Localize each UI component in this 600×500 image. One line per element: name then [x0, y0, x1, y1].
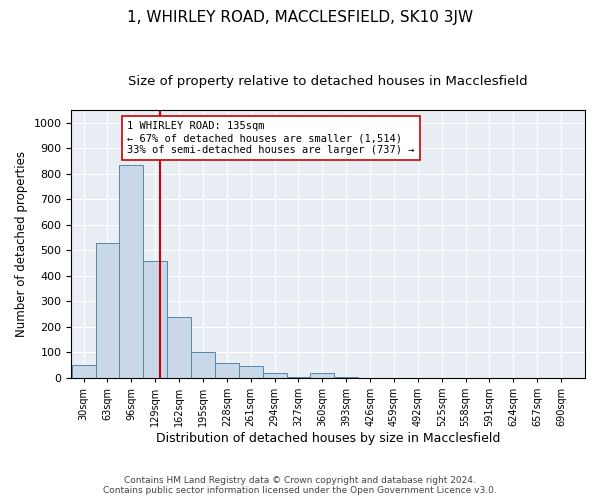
Title: Size of property relative to detached houses in Macclesfield: Size of property relative to detached ho… — [128, 75, 528, 88]
Text: 1, WHIRLEY ROAD, MACCLESFIELD, SK10 3JW: 1, WHIRLEY ROAD, MACCLESFIELD, SK10 3JW — [127, 10, 473, 25]
Text: 1 WHIRLEY ROAD: 135sqm
← 67% of detached houses are smaller (1,514)
33% of semi-: 1 WHIRLEY ROAD: 135sqm ← 67% of detached… — [127, 122, 415, 154]
Bar — [71, 364, 95, 378]
Bar — [191, 352, 215, 378]
Bar — [143, 260, 167, 378]
Bar — [263, 373, 287, 378]
Bar — [95, 242, 119, 378]
Bar — [334, 376, 358, 378]
Bar — [310, 374, 334, 378]
X-axis label: Distribution of detached houses by size in Macclesfield: Distribution of detached houses by size … — [156, 432, 500, 445]
Bar — [215, 362, 239, 378]
Bar — [239, 366, 263, 378]
Bar — [287, 376, 310, 378]
Y-axis label: Number of detached properties: Number of detached properties — [15, 151, 28, 337]
Text: Contains HM Land Registry data © Crown copyright and database right 2024.
Contai: Contains HM Land Registry data © Crown c… — [103, 476, 497, 495]
Bar — [167, 316, 191, 378]
Bar — [119, 165, 143, 378]
